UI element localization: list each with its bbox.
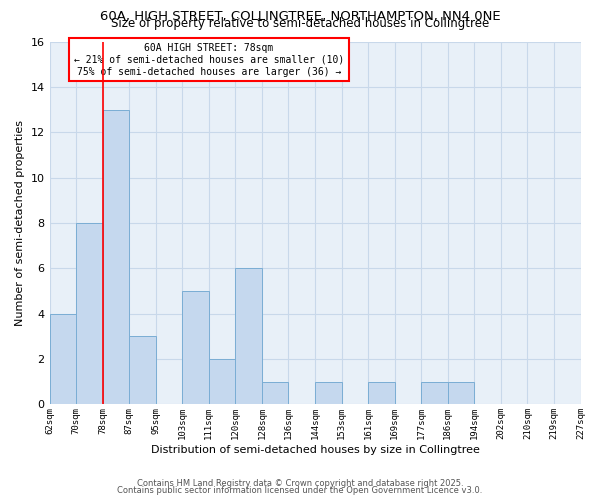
X-axis label: Distribution of semi-detached houses by size in Collingtree: Distribution of semi-detached houses by … <box>151 445 479 455</box>
Bar <box>262 382 289 404</box>
Text: 60A HIGH STREET: 78sqm
← 21% of semi-detached houses are smaller (10)
75% of sem: 60A HIGH STREET: 78sqm ← 21% of semi-det… <box>74 44 344 76</box>
Text: Size of property relative to semi-detached houses in Collingtree: Size of property relative to semi-detach… <box>111 18 489 30</box>
Bar <box>421 382 448 404</box>
Text: 60A, HIGH STREET, COLLINGTREE, NORTHAMPTON, NN4 0NE: 60A, HIGH STREET, COLLINGTREE, NORTHAMPT… <box>100 10 500 23</box>
Bar <box>76 223 103 404</box>
Bar <box>209 359 235 405</box>
Bar <box>235 268 262 404</box>
Bar <box>129 336 156 404</box>
Bar <box>448 382 475 404</box>
Bar <box>50 314 76 404</box>
Bar <box>182 291 209 405</box>
Bar <box>103 110 129 405</box>
Text: Contains public sector information licensed under the Open Government Licence v3: Contains public sector information licen… <box>118 486 482 495</box>
Text: Contains HM Land Registry data © Crown copyright and database right 2025.: Contains HM Land Registry data © Crown c… <box>137 478 463 488</box>
Bar <box>368 382 395 404</box>
Bar <box>315 382 341 404</box>
Y-axis label: Number of semi-detached properties: Number of semi-detached properties <box>15 120 25 326</box>
